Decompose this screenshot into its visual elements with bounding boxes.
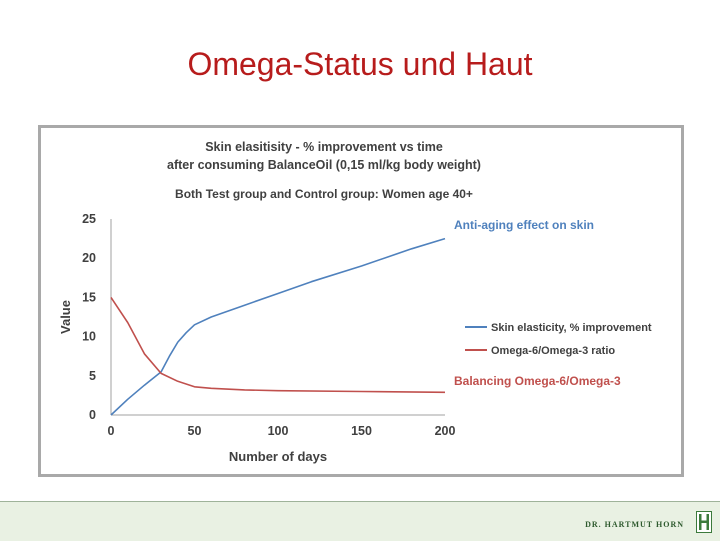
x-tick-labels: 0 50 100 150 200 [108,424,456,438]
footer-author: DR. HARTMUT HORN [585,520,684,529]
chart-title-line-2: after consuming BalanceOil (0,15 ml/kg b… [167,158,481,172]
y-tick-label: 5 [89,369,96,383]
chart-legend: Skin elasticity, % improvement Omega-6/Om… [465,322,652,357]
series-line-2 [110,296,446,394]
series-lines [110,237,446,416]
series-line-1 [110,237,446,416]
y-axis-label: Value [58,300,73,334]
x-tick-label: 150 [351,424,372,438]
legend-label-2: Omega-6/Omega-3 ratio [491,345,615,357]
chart-frame: Skin elasitisity - % improvement vs time… [38,125,684,477]
y-tick-label: 15 [82,290,96,304]
x-tick-label: 200 [435,424,456,438]
green-monogram-icon [696,511,712,533]
slide-title: Omega-Status und Haut [187,46,533,82]
y-tick-label: 20 [82,251,96,265]
annotation-balancing: Balancing Omega-6/Omega-3 [454,374,621,388]
y-tick-label: 10 [82,330,96,344]
line-chart: Skin elasitisity - % improvement vs time… [58,140,652,464]
x-axis-label: Number of days [229,449,327,464]
annotation-anti-aging: Anti-aging effect on skin [454,218,594,232]
legend-label-1: Skin elasticity, % improvement [491,322,652,334]
chart-title-line-1: Skin elasitisity - % improvement vs time [205,140,443,154]
x-tick-label: 0 [108,424,115,438]
x-tick-label: 50 [188,424,202,438]
chart-subtitle: Both Test group and Control group: Women… [175,187,473,201]
y-tick-label: 0 [89,408,96,422]
y-tick-labels: 0 5 10 15 20 25 [82,212,96,422]
x-tick-label: 100 [268,424,289,438]
y-tick-label: 25 [82,212,96,226]
footer-band: DR. HARTMUT HORN [0,501,720,541]
